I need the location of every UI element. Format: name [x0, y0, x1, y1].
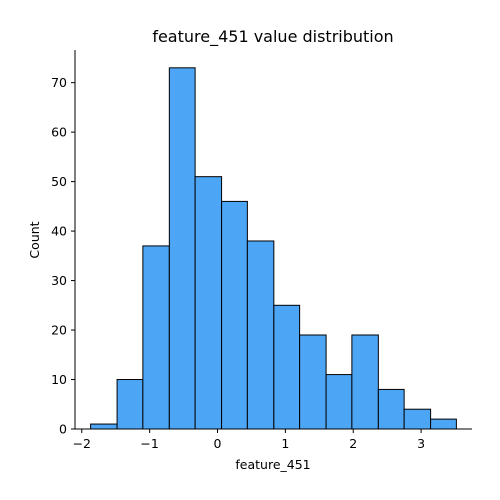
y-tick-label: 0 — [59, 422, 67, 437]
histogram-bar — [430, 418, 457, 430]
histogram-bar — [168, 67, 196, 430]
y-tick-label: 10 — [51, 372, 67, 387]
bars-group — [90, 67, 457, 430]
y-axis-label: Count — [27, 221, 42, 258]
histogram-bar — [246, 240, 275, 430]
chart-title: feature_451 value distribution — [152, 27, 393, 47]
y-tick-label: 70 — [51, 75, 67, 90]
y-tick-label: 20 — [51, 323, 67, 338]
histogram-bar — [142, 245, 170, 430]
x-axis-label: feature_451 — [235, 457, 310, 472]
x-tick-label: −2 — [73, 436, 91, 451]
histogram-bar — [90, 423, 118, 430]
histogram-bar — [299, 334, 327, 430]
x-axis-ticks: −2 −1 0 1 2 3 — [73, 429, 425, 451]
y-axis-ticks: 0 10 20 30 40 50 60 70 — [51, 75, 75, 437]
y-tick-label: 30 — [51, 273, 67, 288]
x-tick-label: −1 — [140, 436, 158, 451]
y-tick-label: 60 — [51, 125, 67, 140]
y-tick-label: 50 — [51, 174, 67, 189]
histogram-bar — [194, 176, 223, 430]
x-tick-label: 1 — [281, 436, 289, 451]
histogram-bar — [377, 388, 405, 430]
histogram-bar — [403, 408, 432, 430]
x-tick-label: 0 — [214, 436, 222, 451]
histogram-bar — [116, 379, 144, 430]
histogram-bar — [325, 374, 353, 430]
x-tick-label: 2 — [349, 436, 357, 451]
histogram-bar — [221, 200, 248, 430]
histogram-bar — [351, 334, 379, 430]
y-tick-label: 40 — [51, 224, 67, 239]
histogram-bar — [273, 304, 301, 430]
x-tick-label: 3 — [417, 436, 425, 451]
